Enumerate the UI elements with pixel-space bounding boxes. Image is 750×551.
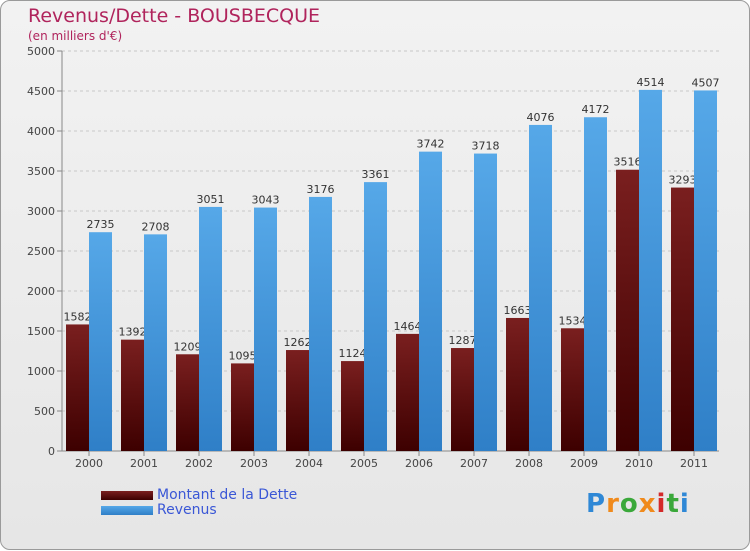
y-tick-label-4000: 4000 <box>27 125 55 138</box>
logo-letter: t <box>666 489 680 519</box>
logo-letter: x <box>638 489 657 519</box>
x-tick-label-2007: 2007 <box>460 457 488 470</box>
logo-letter: i <box>679 489 690 519</box>
data-label-revenus-2007: 3718 <box>472 140 500 153</box>
x-tick-label-2006: 2006 <box>405 457 433 470</box>
data-label-dette-2002: 1209 <box>174 340 202 353</box>
y-tick-label-5000: 5000 <box>27 45 55 58</box>
y-tick-label-0: 0 <box>48 445 55 458</box>
data-label-revenus-2011: 4507 <box>692 76 720 89</box>
data-label-revenus-2001: 2708 <box>142 220 170 233</box>
bar-revenus-2000 <box>89 232 112 451</box>
data-label-dette-2011: 3293 <box>669 174 697 187</box>
y-tick-label-4500: 4500 <box>27 85 55 98</box>
x-tick-label-2008: 2008 <box>515 457 543 470</box>
data-label-revenus-2003: 3043 <box>252 194 280 207</box>
bar-dette-2009 <box>561 328 584 451</box>
bar-revenus-2001 <box>144 234 167 451</box>
x-tick-label-2009: 2009 <box>570 457 598 470</box>
logo-letter: r <box>606 489 620 519</box>
data-label-dette-2008: 1663 <box>504 304 532 317</box>
proxiti-logo: Proxiti <box>586 489 690 519</box>
bar-revenus-2005 <box>364 182 387 451</box>
bar-revenus-2003 <box>254 207 277 451</box>
data-label-dette-2010: 3516 <box>614 156 642 169</box>
bar-dette-2002 <box>176 354 199 451</box>
legend-swatch-dette <box>101 490 153 500</box>
bar-dette-2006 <box>396 333 419 451</box>
y-tick-label-500: 500 <box>34 405 55 418</box>
x-tick-label-2004: 2004 <box>295 457 323 470</box>
data-label-revenus-2004: 3176 <box>307 183 335 196</box>
logo-letter: i <box>656 489 667 519</box>
bar-dette-2010 <box>616 169 639 451</box>
y-tick-label-2000: 2000 <box>27 285 55 298</box>
y-tick-label-1500: 1500 <box>27 325 55 338</box>
bar-revenus-2006 <box>419 151 442 451</box>
chart-title: Revenus/Dette - BOUSBECQUE <box>28 5 320 27</box>
x-tick-label-2001: 2001 <box>130 457 158 470</box>
data-label-revenus-2006: 3742 <box>417 138 445 151</box>
data-label-dette-2005: 1124 <box>339 347 367 360</box>
x-tick-label-2005: 2005 <box>350 457 378 470</box>
bar-revenus-2009 <box>584 117 607 452</box>
x-tick-label-2011: 2011 <box>680 457 708 470</box>
data-label-dette-2000: 1582 <box>64 310 92 323</box>
bar-revenus-2010 <box>639 89 662 451</box>
y-tick-label-1000: 1000 <box>27 365 55 378</box>
bar-revenus-2007 <box>474 153 497 451</box>
data-label-dette-2006: 1464 <box>394 320 422 333</box>
data-label-dette-2003: 1095 <box>229 349 257 362</box>
data-label-revenus-2009: 4172 <box>582 103 610 116</box>
logo-letter: P <box>586 489 607 519</box>
bar-revenus-2004 <box>309 196 332 451</box>
x-tick-label-2000: 2000 <box>75 457 103 470</box>
bar-revenus-2008 <box>529 124 552 452</box>
x-tick-label-2003: 2003 <box>240 457 268 470</box>
bar-dette-2008 <box>506 317 529 451</box>
data-label-dette-2004: 1262 <box>284 336 312 349</box>
bar-dette-2000 <box>66 324 89 451</box>
data-label-dette-2009: 1534 <box>559 314 587 327</box>
legend-swatch-revenus <box>101 505 153 515</box>
bar-dette-2003 <box>231 363 254 451</box>
bar-revenus-2011 <box>694 90 717 451</box>
bar-dette-2004 <box>286 350 309 451</box>
data-label-dette-2007: 1287 <box>449 334 477 347</box>
x-tick-label-2010: 2010 <box>625 457 653 470</box>
bar-dette-2001 <box>121 339 144 451</box>
bar-dette-2011 <box>671 187 694 451</box>
legend-label-revenus: Revenus <box>157 502 217 518</box>
bar-revenus-2002 <box>199 206 222 451</box>
y-tick-label-2500: 2500 <box>27 245 55 258</box>
y-tick-label-3000: 3000 <box>27 205 55 218</box>
data-label-revenus-2002: 3051 <box>197 193 225 206</box>
data-label-revenus-2008: 4076 <box>527 111 555 124</box>
legend-item-dette: Montant de la Dette <box>101 487 297 503</box>
chart-subtitle: (en milliers d'€) <box>28 29 123 43</box>
data-label-dette-2001: 1392 <box>119 326 147 339</box>
y-tick-label-3500: 3500 <box>27 165 55 178</box>
legend-item-revenus: Revenus <box>101 502 217 518</box>
x-tick-label-2002: 2002 <box>185 457 213 470</box>
data-label-revenus-2010: 4514 <box>637 76 665 89</box>
bar-dette-2007 <box>451 348 474 451</box>
data-label-revenus-2005: 3361 <box>362 168 390 181</box>
legend-label-dette: Montant de la Dette <box>157 487 298 503</box>
bar-dette-2005 <box>341 361 364 451</box>
logo-letter: o <box>619 489 639 519</box>
data-label-revenus-2000: 2735 <box>87 218 115 231</box>
